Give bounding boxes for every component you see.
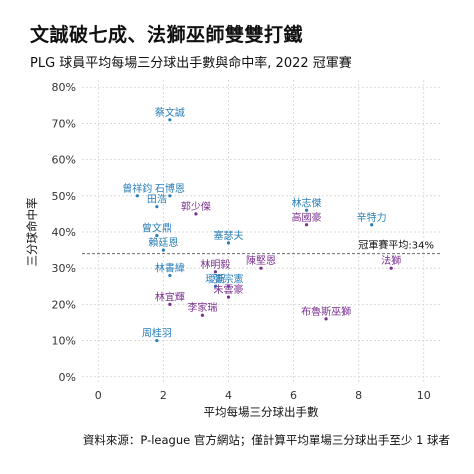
x-tick-label: 6 <box>290 389 297 402</box>
data-point <box>168 194 172 198</box>
data-point-label: 曾祥鈞 <box>122 182 152 195</box>
y-tick-label: 80% <box>52 81 76 94</box>
data-point-label: 曾文鼎 <box>142 222 172 235</box>
data-point <box>168 302 172 306</box>
x-tick-label: 0 <box>95 389 102 402</box>
data-point-label: 張宗憲 <box>213 272 243 285</box>
y-tick-label: 20% <box>52 298 76 311</box>
data-point <box>226 241 231 245</box>
y-tick-label: 50% <box>52 190 76 203</box>
y-tick-label: 30% <box>52 262 76 275</box>
data-point <box>200 313 205 317</box>
y-tick-label: 70% <box>52 117 76 130</box>
data-point <box>324 317 328 321</box>
average-reference-label: 冠軍賽平均:34% <box>358 239 434 252</box>
data-point <box>389 266 393 270</box>
y-tick-label: 10% <box>52 335 76 348</box>
x-tick-label: 8 <box>355 389 362 402</box>
chart-subtitle: PLG 球員平均每場三分球出手數與命中率, 2022 冠軍賽 <box>30 56 352 71</box>
data-point-label: 陳堅恩 <box>246 255 276 267</box>
data-point-label: 林志傑 <box>292 196 322 209</box>
data-source-caption: 資料來源：P-league 官方網站；僅計算平均單場三分球出手至少 1 球者 <box>82 433 450 447</box>
data-point-label: 辛特力 <box>357 211 387 224</box>
data-point <box>370 223 374 227</box>
data-point-label: 李家瑞 <box>187 301 217 314</box>
data-point-label: 法獅 <box>381 254 401 267</box>
data-point <box>161 248 165 252</box>
data-point-label: 塞瑟夫 <box>213 229 243 242</box>
data-point-label: 林書緯 <box>155 261 185 274</box>
data-point-label: 田浩 <box>147 194 167 206</box>
data-point <box>168 273 172 278</box>
data-point <box>168 118 172 122</box>
data-point <box>155 234 159 238</box>
data-point-label: 蔡文誠 <box>155 106 185 119</box>
y-axis-title: 三分球命中率 <box>25 198 39 267</box>
data-point <box>259 266 263 270</box>
x-axis-title: 平均每場三分球出手數 <box>204 405 319 419</box>
data-point-label: 布魯斯巫獅 <box>301 305 351 318</box>
data-point <box>304 208 309 212</box>
data-point <box>213 270 218 274</box>
data-point-label: 林明毅 <box>200 258 230 271</box>
data-point-label: 賴廷恩 <box>148 236 178 249</box>
y-tick-label: 60% <box>52 154 76 167</box>
data-point <box>155 205 159 209</box>
data-point-label: 周桂羽 <box>142 327 172 340</box>
x-tick-label: 4 <box>225 389 232 402</box>
data-point-label: 朱雲豪 <box>213 283 243 296</box>
data-point <box>135 194 139 198</box>
data-point <box>226 284 231 288</box>
chart-title: 文誠破七成、法獅巫師雙雙打鐵 <box>30 24 304 46</box>
data-point <box>304 223 309 227</box>
x-tick-label: 2 <box>160 389 167 402</box>
data-point-label: 林宜輝 <box>155 290 185 303</box>
data-point-label: 高國豪 <box>292 211 322 224</box>
data-point <box>213 284 218 288</box>
y-tick-label: 0% <box>59 371 76 384</box>
y-tick-label: 40% <box>52 226 76 239</box>
data-point <box>155 338 159 343</box>
x-tick-label: 10 <box>417 389 431 402</box>
data-point-label: 石博恩 <box>155 182 185 195</box>
data-point <box>194 212 198 216</box>
data-point-label: 璦斯 <box>205 272 225 285</box>
data-point <box>226 295 231 299</box>
data-point-label: 郭少傑 <box>181 200 211 213</box>
